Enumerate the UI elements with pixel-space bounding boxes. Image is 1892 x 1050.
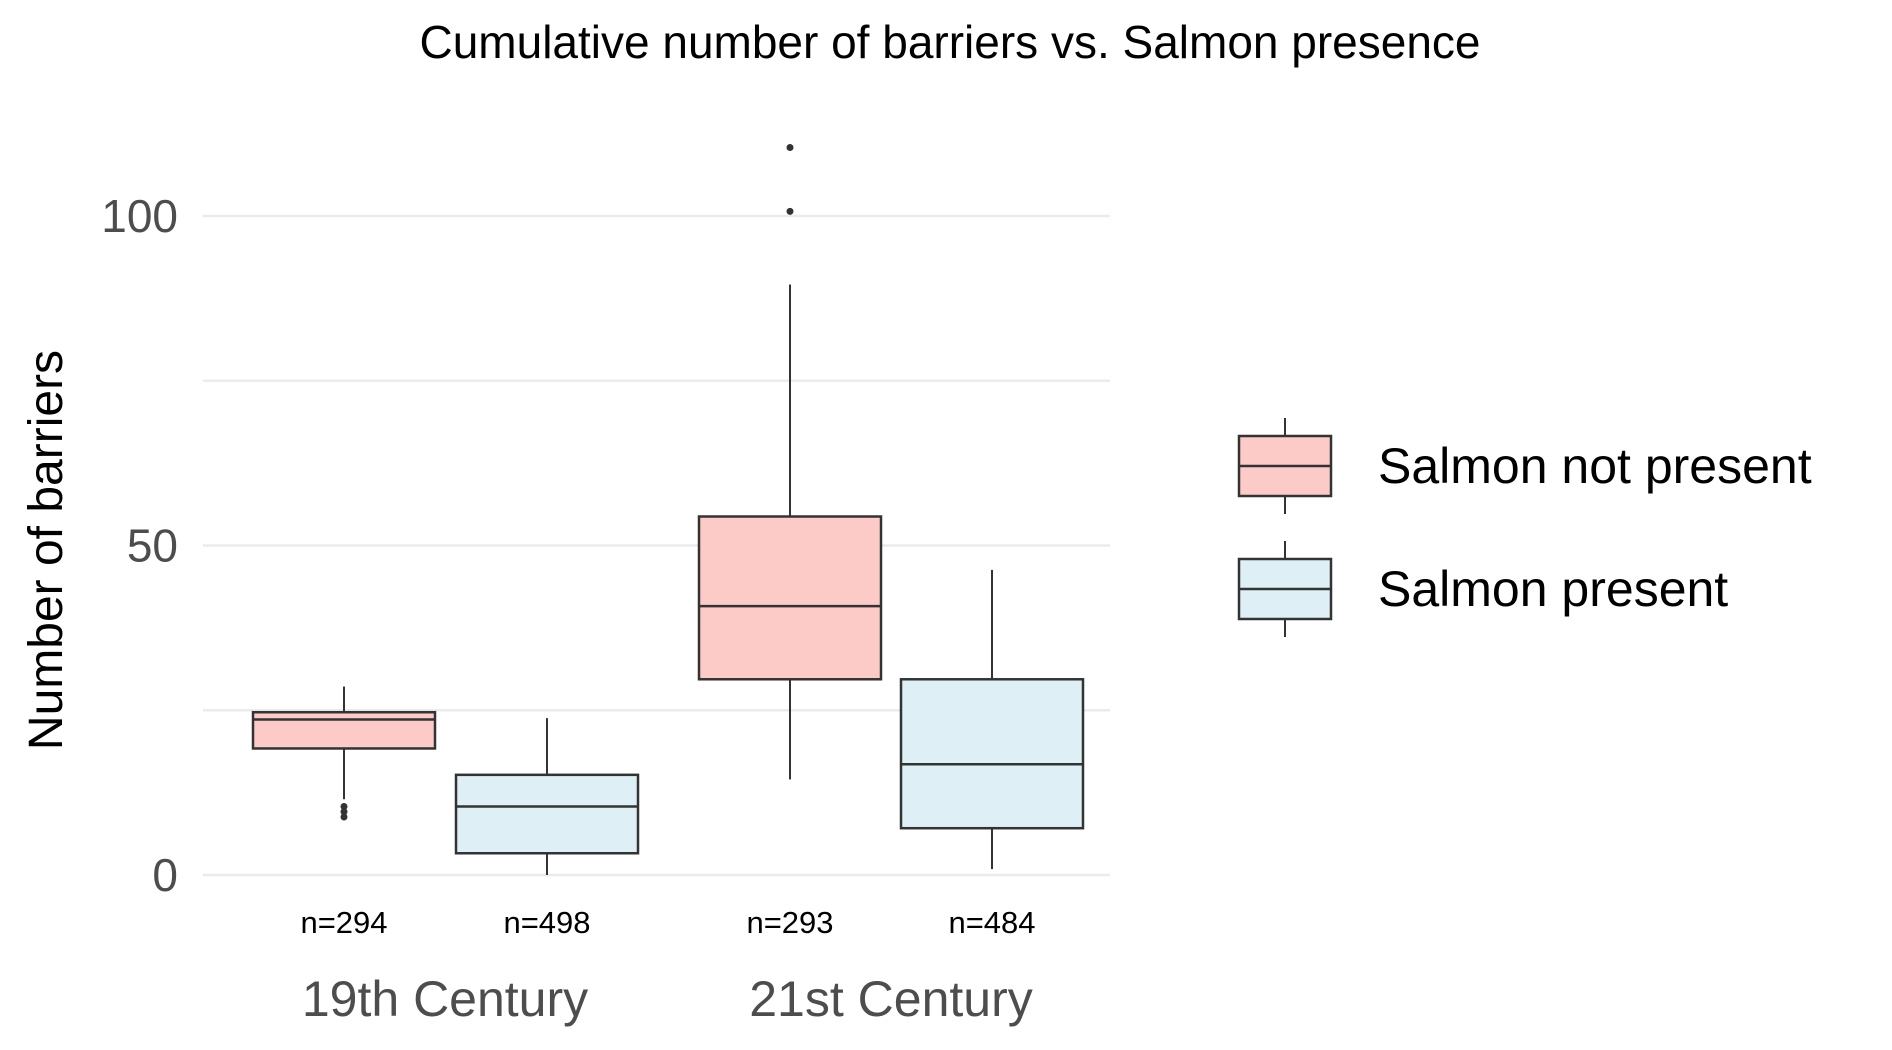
boxes <box>251 143 1085 875</box>
y-tick-label: 100 <box>101 190 178 242</box>
outlier-point <box>340 813 348 821</box>
outlier-point <box>340 808 348 816</box>
y-tick-label: 0 <box>152 849 178 901</box>
box-iqr <box>454 773 640 855</box>
legend-label: Salmon present <box>1378 561 1728 617</box>
n-label: n=484 <box>948 905 1035 940</box>
y-tick-labels: 0 50 100 <box>101 190 178 901</box>
box-3 <box>899 569 1085 870</box>
chart-title: Cumulative number of barriers vs. Salmon… <box>419 16 1480 68</box>
box-0 <box>251 686 437 821</box>
y-axis-label: Number of barriers <box>20 350 73 750</box>
box-iqr <box>899 678 1085 830</box>
legend: Salmon not present Salmon present <box>1237 418 1812 637</box>
n-label: n=498 <box>503 905 590 940</box>
outlier-point <box>786 143 794 151</box>
outlier-point <box>786 207 794 215</box>
n-label: n=293 <box>746 905 833 940</box>
box-iqr <box>697 515 883 681</box>
x-category-label: 21st Century <box>749 971 1032 1027</box>
box-1 <box>454 718 640 875</box>
legend-label: Salmon not present <box>1378 438 1812 494</box>
n-label: n=294 <box>300 905 387 940</box>
outlier-point <box>340 802 348 810</box>
legend-item: Salmon present <box>1237 541 1728 637</box>
box-iqr <box>251 710 437 750</box>
x-tick-labels: n=294 n=498 n=293 n=484 19th Century 21st Cen… <box>300 905 1035 1027</box>
legend-item: Salmon not present <box>1237 418 1812 514</box>
x-category-label: 19th Century <box>302 971 588 1027</box>
box-2 <box>697 143 883 780</box>
y-tick-label: 50 <box>127 520 178 572</box>
